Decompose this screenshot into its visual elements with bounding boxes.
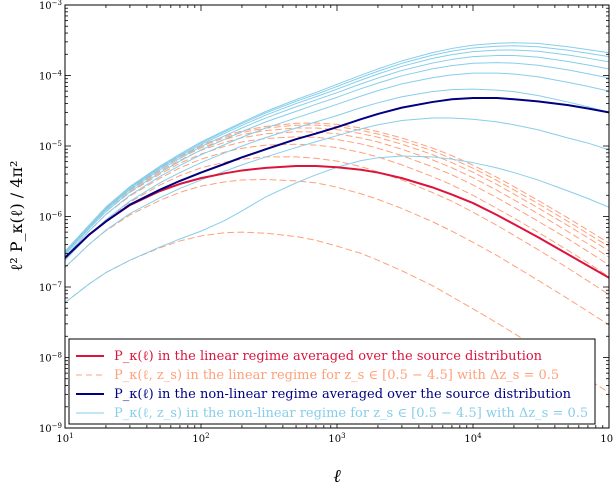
x-tick-label: 105 [600, 432, 613, 445]
legend: P_κ(ℓ) in the linear regime averaged ove… [68, 338, 596, 425]
series-line-nonlinear-avg-19 [65, 96, 609, 259]
series-line-nonlinear-zs-15 [65, 49, 609, 253]
y-tick-label: 10−4 [39, 70, 63, 83]
series-line-linear-zs-8 [65, 122, 609, 252]
y-tick-label: 10−7 [39, 281, 62, 294]
y-tick-label: 10−5 [39, 140, 62, 153]
series-line-nonlinear-zs-11 [65, 88, 609, 261]
series-line-linear-zs-4 [65, 136, 609, 266]
x-axis-label: ℓ [333, 466, 341, 487]
legend-label: P_κ(ℓ) in the linear regime averaged ove… [114, 349, 543, 364]
x-tick-label: 103 [328, 432, 345, 445]
series-layer [65, 42, 609, 393]
y-tick-label: 10−3 [39, 0, 62, 12]
series-line-linear-zs-2 [65, 156, 609, 296]
x-tick-label: 101 [56, 432, 73, 445]
series-line-linear-zs-3 [65, 143, 609, 278]
legend-box [68, 338, 596, 425]
y-tick-label: 10−6 [39, 211, 63, 224]
legend-label: P_κ(ℓ, z_s) in the linear regime for z_s… [114, 368, 559, 383]
series-line-linear-avg-18 [65, 165, 609, 279]
x-tick-label: 104 [464, 432, 482, 445]
x-tick-label: 102 [192, 432, 209, 445]
series-line-linear-zs-6 [65, 127, 609, 253]
series-line-linear-zs-1 [65, 178, 609, 326]
y-tick-label: 10−8 [39, 352, 62, 365]
legend-label: P_κ(ℓ, z_s) in the non-linear regime for… [114, 406, 588, 421]
ticks-layer: 101 102 103 104 105 10−9 10−8 10−7 10−6 10−5 10−4 1… [39, 0, 613, 445]
series-line-nonlinear-zs-16 [65, 45, 609, 253]
series-line-linear-zs-0 [65, 231, 609, 393]
y-axis-label: ℓ² P_κ(ℓ) / 4π² [7, 161, 26, 272]
y-tick-label: 10−9 [39, 422, 62, 435]
series-line-nonlinear-zs-12 [65, 72, 609, 258]
series-line-nonlinear-zs-17 [65, 42, 609, 252]
series-line-nonlinear-zs-13 [65, 62, 609, 255]
series-line-nonlinear-zs-14 [65, 55, 609, 254]
series-line-linear-zs-7 [65, 124, 609, 253]
series-line-linear-zs-5 [65, 131, 609, 258]
series-line-nonlinear-zs-10 [65, 117, 609, 268]
legend-label: P_κ(ℓ) in the non-linear regime averaged… [114, 387, 572, 402]
